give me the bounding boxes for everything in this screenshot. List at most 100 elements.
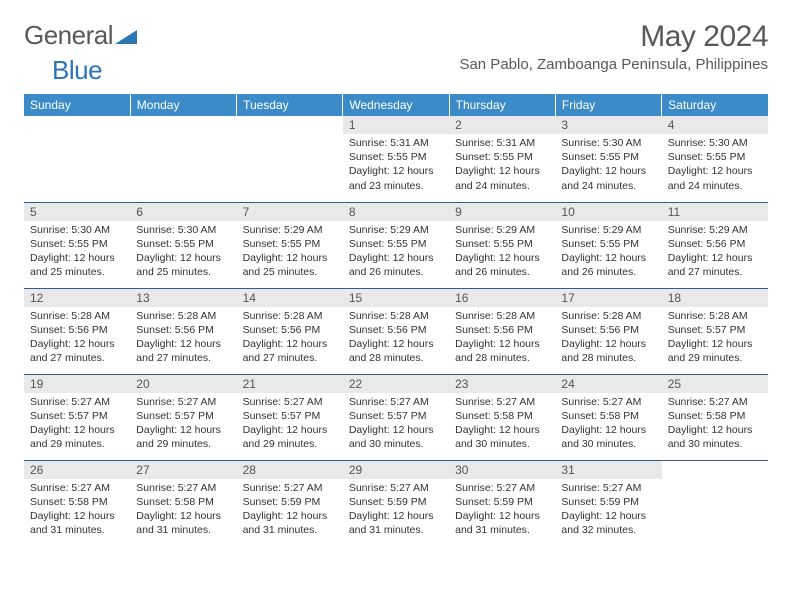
sunset: Sunset: 5:55 PM: [455, 237, 549, 251]
calendar-cell: 5Sunrise: 5:30 AMSunset: 5:55 PMDaylight…: [24, 202, 130, 288]
day-number: 2: [449, 116, 555, 134]
sunset: Sunset: 5:59 PM: [243, 495, 337, 509]
calendar-cell: 21Sunrise: 5:27 AMSunset: 5:57 PMDayligh…: [237, 374, 343, 460]
day-content: Sunrise: 5:29 AMSunset: 5:55 PMDaylight:…: [343, 221, 449, 284]
sunset: Sunset: 5:57 PM: [243, 409, 337, 423]
sunset: Sunset: 5:58 PM: [668, 409, 762, 423]
sunrise: Sunrise: 5:27 AM: [349, 481, 443, 495]
day-content: Sunrise: 5:30 AMSunset: 5:55 PMDaylight:…: [130, 221, 236, 284]
sunrise: Sunrise: 5:27 AM: [455, 481, 549, 495]
calendar-row: 19Sunrise: 5:27 AMSunset: 5:57 PMDayligh…: [24, 374, 768, 460]
day-header: Monday: [130, 94, 236, 116]
calendar-cell: 4 Sunrise: 5:30 AMSunset: 5:55 PMDaylight…: [662, 116, 768, 202]
sunset: Sunset: 5:55 PM: [668, 150, 762, 164]
day-number: 4: [662, 116, 768, 134]
calendar-row: 5Sunrise: 5:30 AMSunset: 5:55 PMDaylight…: [24, 202, 768, 288]
day-header: Sunday: [24, 94, 130, 116]
day-content: Sunrise: 5:27 AMSunset: 5:58 PMDaylight:…: [130, 479, 236, 542]
day-content: Sunrise: 5:28 AMSunset: 5:56 PMDaylight:…: [130, 307, 236, 370]
daylight: Daylight: 12 hours and 23 minutes.: [349, 164, 443, 192]
sunrise: Sunrise: 5:27 AM: [561, 481, 655, 495]
day-number: 27: [130, 461, 236, 479]
day-content: Sunrise: 5:27 AMSunset: 5:58 PMDaylight:…: [24, 479, 130, 542]
calendar-row: 26Sunrise: 5:27 AMSunset: 5:58 PMDayligh…: [24, 460, 768, 546]
day-content: Sunrise: 5:30 AMSunset: 5:55 PMDaylight:…: [24, 221, 130, 284]
day-content: Sunrise: 5:27 AMSunset: 5:57 PMDaylight:…: [24, 393, 130, 456]
sunrise: Sunrise: 5:29 AM: [455, 223, 549, 237]
day-number: 6: [130, 203, 236, 221]
sunrise: Sunrise: 5:30 AM: [136, 223, 230, 237]
calendar-cell: 17Sunrise: 5:28 AMSunset: 5:56 PMDayligh…: [555, 288, 661, 374]
calendar-cell: 26Sunrise: 5:27 AMSunset: 5:58 PMDayligh…: [24, 460, 130, 546]
logo: General: [24, 20, 137, 51]
day-number: 7: [237, 203, 343, 221]
sunset: Sunset: 5:55 PM: [136, 237, 230, 251]
day-number: 14: [237, 289, 343, 307]
location: San Pablo, Zamboanga Peninsula, Philippi…: [459, 56, 768, 73]
daylight: Daylight: 12 hours and 31 minutes.: [136, 509, 230, 537]
day-number: 29: [343, 461, 449, 479]
day-content: Sunrise: 5:27 AMSunset: 5:59 PMDaylight:…: [237, 479, 343, 542]
daylight: Daylight: 12 hours and 30 minutes.: [349, 423, 443, 451]
daylight: Daylight: 12 hours and 27 minutes.: [243, 337, 337, 365]
day-content: Sunrise: 5:27 AMSunset: 5:58 PMDaylight:…: [662, 393, 768, 456]
day-header: Friday: [555, 94, 661, 116]
sunset: Sunset: 5:56 PM: [455, 323, 549, 337]
day-number: 18: [662, 289, 768, 307]
calendar-head: SundayMondayTuesdayWednesdayThursdayFrid…: [24, 94, 768, 116]
day-content: Sunrise: 5:28 AMSunset: 5:56 PMDaylight:…: [24, 307, 130, 370]
daylight: Daylight: 12 hours and 32 minutes.: [561, 509, 655, 537]
sunset: Sunset: 5:55 PM: [455, 150, 549, 164]
calendar-cell: 24Sunrise: 5:27 AMSunset: 5:58 PMDayligh…: [555, 374, 661, 460]
day-content: Sunrise: 5:29 AMSunset: 5:55 PMDaylight:…: [555, 221, 661, 284]
day-content: Sunrise: 5:27 AMSunset: 5:57 PMDaylight:…: [237, 393, 343, 456]
sunrise: Sunrise: 5:30 AM: [668, 136, 762, 150]
sunrise: Sunrise: 5:27 AM: [243, 395, 337, 409]
sunset: Sunset: 5:57 PM: [349, 409, 443, 423]
calendar-cell: 14Sunrise: 5:28 AMSunset: 5:56 PMDayligh…: [237, 288, 343, 374]
day-number: 8: [343, 203, 449, 221]
calendar-cell: 3Sunrise: 5:30 AMSunset: 5:55 PMDaylight…: [555, 116, 661, 202]
daylight: Daylight: 12 hours and 28 minutes.: [455, 337, 549, 365]
day-content: Sunrise: 5:28 AMSunset: 5:56 PMDaylight:…: [555, 307, 661, 370]
daylight: Daylight: 12 hours and 27 minutes.: [30, 337, 124, 365]
daylight: Daylight: 12 hours and 24 minutes.: [668, 164, 762, 192]
day-content: Sunrise: 5:31 AMSunset: 5:55 PMDaylight:…: [343, 134, 449, 197]
day-number: 17: [555, 289, 661, 307]
sunrise: Sunrise: 5:27 AM: [668, 395, 762, 409]
sunset: Sunset: 5:55 PM: [561, 150, 655, 164]
day-number: 3: [555, 116, 661, 134]
sunrise: Sunrise: 5:28 AM: [136, 309, 230, 323]
sunset: Sunset: 5:59 PM: [561, 495, 655, 509]
sunset: Sunset: 5:55 PM: [561, 237, 655, 251]
calendar-cell: 1Sunrise: 5:31 AMSunset: 5:55 PMDaylight…: [343, 116, 449, 202]
day-number: 9: [449, 203, 555, 221]
daylight: Daylight: 12 hours and 31 minutes.: [349, 509, 443, 537]
sunrise: Sunrise: 5:28 AM: [30, 309, 124, 323]
day-content: Sunrise: 5:27 AMSunset: 5:59 PMDaylight:…: [343, 479, 449, 542]
day-number: 28: [237, 461, 343, 479]
daylight: Daylight: 12 hours and 30 minutes.: [561, 423, 655, 451]
day-content: Sunrise: 5:27 AMSunset: 5:57 PMDaylight:…: [130, 393, 236, 456]
calendar-cell: ..: [130, 116, 236, 202]
calendar-cell: 2Sunrise: 5:31 AMSunset: 5:55 PMDaylight…: [449, 116, 555, 202]
daylight: Daylight: 12 hours and 27 minutes.: [136, 337, 230, 365]
daylight: Daylight: 12 hours and 24 minutes.: [561, 164, 655, 192]
day-number: 22: [343, 375, 449, 393]
sunset: Sunset: 5:59 PM: [455, 495, 549, 509]
day-number: 12: [24, 289, 130, 307]
day-number: 19: [24, 375, 130, 393]
sunrise: Sunrise: 5:29 AM: [561, 223, 655, 237]
sunset: Sunset: 5:55 PM: [243, 237, 337, 251]
daylight: Daylight: 12 hours and 29 minutes.: [30, 423, 124, 451]
sunrise: Sunrise: 5:29 AM: [668, 223, 762, 237]
daylight: Daylight: 12 hours and 27 minutes.: [668, 251, 762, 279]
calendar-body: ......1Sunrise: 5:31 AMSunset: 5:55 PMDa…: [24, 116, 768, 546]
logo-triangle-icon: [115, 20, 137, 51]
day-number: 21: [237, 375, 343, 393]
daylight: Daylight: 12 hours and 26 minutes.: [561, 251, 655, 279]
calendar-cell: 31Sunrise: 5:27 AMSunset: 5:59 PMDayligh…: [555, 460, 661, 546]
sunset: Sunset: 5:57 PM: [30, 409, 124, 423]
sunset: Sunset: 5:55 PM: [349, 150, 443, 164]
day-content: Sunrise: 5:29 AMSunset: 5:56 PMDaylight:…: [662, 221, 768, 284]
